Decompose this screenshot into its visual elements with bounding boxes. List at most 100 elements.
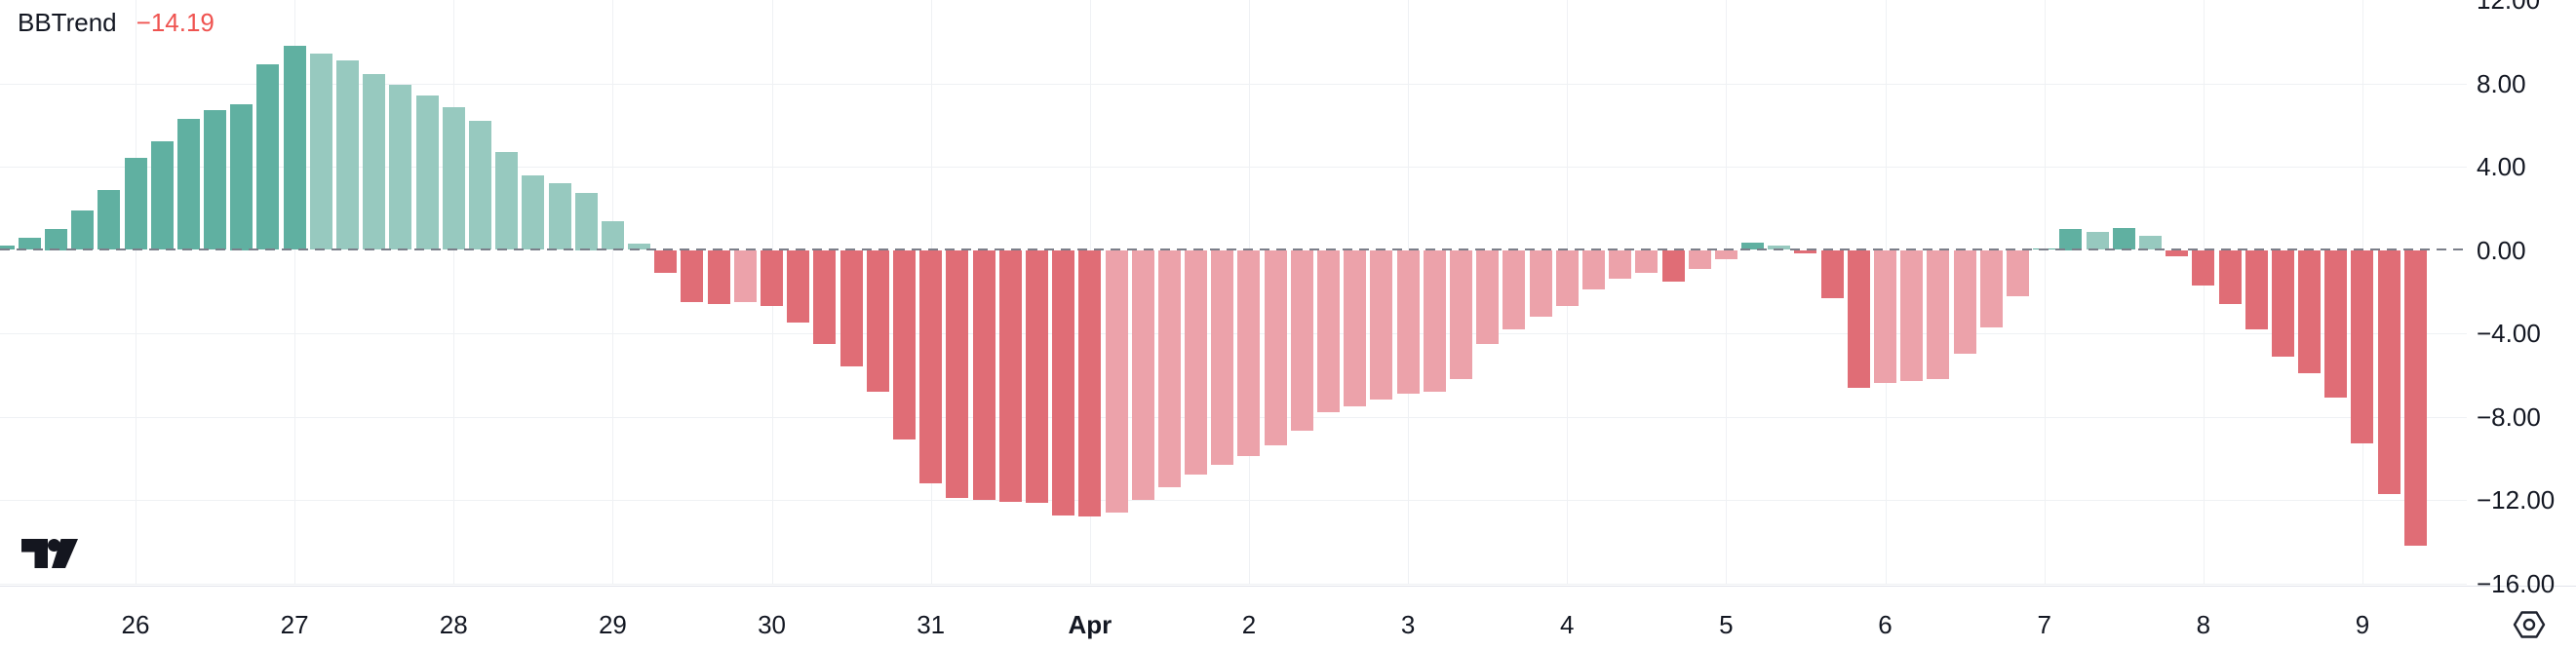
histogram-bar xyxy=(1264,249,1287,446)
histogram-bar xyxy=(2112,228,2135,250)
histogram-bar xyxy=(866,249,889,392)
histogram-bar xyxy=(2086,232,2109,250)
histogram-bar xyxy=(44,229,67,250)
histogram-bar xyxy=(1344,249,1367,406)
histogram-bar xyxy=(2138,235,2162,250)
histogram-bar xyxy=(1609,249,1632,280)
histogram-bar xyxy=(176,118,200,250)
gridline xyxy=(294,0,296,585)
histogram-bar xyxy=(1157,249,1181,488)
histogram-bar xyxy=(1979,249,2003,327)
histogram-bar xyxy=(256,64,280,250)
gridline xyxy=(136,0,137,585)
histogram-bar xyxy=(813,249,837,344)
x-axis-label: 4 xyxy=(1560,610,1575,639)
x-axis-label: 26 xyxy=(121,610,150,639)
x-axis-label: 28 xyxy=(439,610,468,639)
indicator-value: −14.19 xyxy=(136,8,215,37)
histogram-bar xyxy=(919,249,943,483)
y-axis-label: 4.00 xyxy=(2477,152,2526,181)
gridline xyxy=(453,0,455,585)
indicator-title[interactable]: BBTrend xyxy=(18,8,117,37)
histogram-bar xyxy=(2006,249,2029,296)
histogram-bar xyxy=(1555,249,1579,307)
histogram-bar xyxy=(998,249,1022,503)
gridline xyxy=(612,0,614,585)
histogram-bar xyxy=(839,249,863,367)
histogram-bar xyxy=(1423,249,1446,392)
histogram-bar xyxy=(0,246,15,250)
histogram-bar xyxy=(2166,249,2189,256)
histogram-bar xyxy=(761,249,784,307)
histogram-bar xyxy=(1025,249,1048,504)
histogram-bar xyxy=(1874,249,1897,384)
histogram-bar xyxy=(389,84,412,250)
tradingview-logo-icon[interactable] xyxy=(21,539,78,570)
histogram-bar xyxy=(363,73,386,250)
histogram-bar xyxy=(1953,249,1976,355)
x-axis-label: 2 xyxy=(1241,610,1257,639)
histogram-bar xyxy=(548,183,571,250)
histogram-bar xyxy=(2403,249,2427,546)
histogram-bar xyxy=(1317,249,1341,413)
x-axis-label: 7 xyxy=(2037,610,2051,639)
y-axis-label: −16.00 xyxy=(2477,568,2556,598)
histogram-bar xyxy=(1476,249,1500,344)
histogram-bar xyxy=(1396,249,1420,394)
y-axis-label: 12.00 xyxy=(2477,0,2541,15)
histogram-bar xyxy=(2271,249,2294,357)
histogram-bar xyxy=(2351,249,2374,444)
y-axis-label: −12.00 xyxy=(2477,485,2556,515)
x-axis-label: Apr xyxy=(1068,610,1112,639)
histogram-bar xyxy=(972,249,995,500)
settings-gear-icon[interactable] xyxy=(2513,608,2546,641)
gridline xyxy=(2044,0,2046,585)
histogram-bar xyxy=(733,249,757,302)
histogram-bar xyxy=(522,174,545,250)
plot-area[interactable] xyxy=(0,0,2467,586)
histogram-bar xyxy=(2059,229,2083,250)
histogram-bar xyxy=(1768,246,1791,250)
histogram-bar xyxy=(415,95,439,250)
gridline xyxy=(0,83,2467,85)
histogram-bar xyxy=(1185,249,1208,476)
y-axis-label: −8.00 xyxy=(2477,401,2541,432)
histogram-bar xyxy=(1290,249,1313,432)
histogram-bar xyxy=(1847,249,1870,388)
histogram-bar xyxy=(1741,243,1765,250)
histogram-bar xyxy=(124,158,147,250)
time-axis-separator xyxy=(0,586,2576,587)
histogram-bar xyxy=(1794,249,1817,253)
histogram-bar xyxy=(681,249,704,302)
y-axis-label: 8.00 xyxy=(2477,68,2526,98)
gridline xyxy=(1726,0,1728,585)
time-axis[interactable] xyxy=(0,587,2576,649)
histogram-bar xyxy=(1661,249,1685,282)
histogram-bar xyxy=(309,53,332,250)
histogram-bar xyxy=(1503,249,1526,329)
x-axis-label: 31 xyxy=(917,610,946,639)
histogram-bar xyxy=(787,249,810,324)
histogram-bar xyxy=(1105,249,1128,513)
histogram-bar xyxy=(2218,249,2242,305)
histogram-bar xyxy=(1820,249,1844,298)
histogram-bar xyxy=(1529,249,1552,317)
histogram-bar xyxy=(1581,249,1605,290)
histogram-bar xyxy=(1900,249,1924,382)
histogram-bar xyxy=(2377,249,2400,494)
histogram-bar xyxy=(1078,249,1102,517)
histogram-bar xyxy=(98,189,121,250)
x-axis-label: 29 xyxy=(598,610,627,639)
histogram-bar xyxy=(2244,249,2268,329)
x-axis-label: 27 xyxy=(280,610,309,639)
gridline xyxy=(0,500,2467,501)
histogram-bar xyxy=(707,249,730,305)
histogram-bar xyxy=(468,120,491,250)
histogram-bar xyxy=(336,59,360,250)
x-axis-label: 9 xyxy=(2355,610,2370,639)
histogram-bar xyxy=(1131,249,1154,500)
x-axis-label: 30 xyxy=(758,610,787,639)
histogram-bar xyxy=(1211,249,1234,465)
histogram-bar xyxy=(150,141,174,250)
